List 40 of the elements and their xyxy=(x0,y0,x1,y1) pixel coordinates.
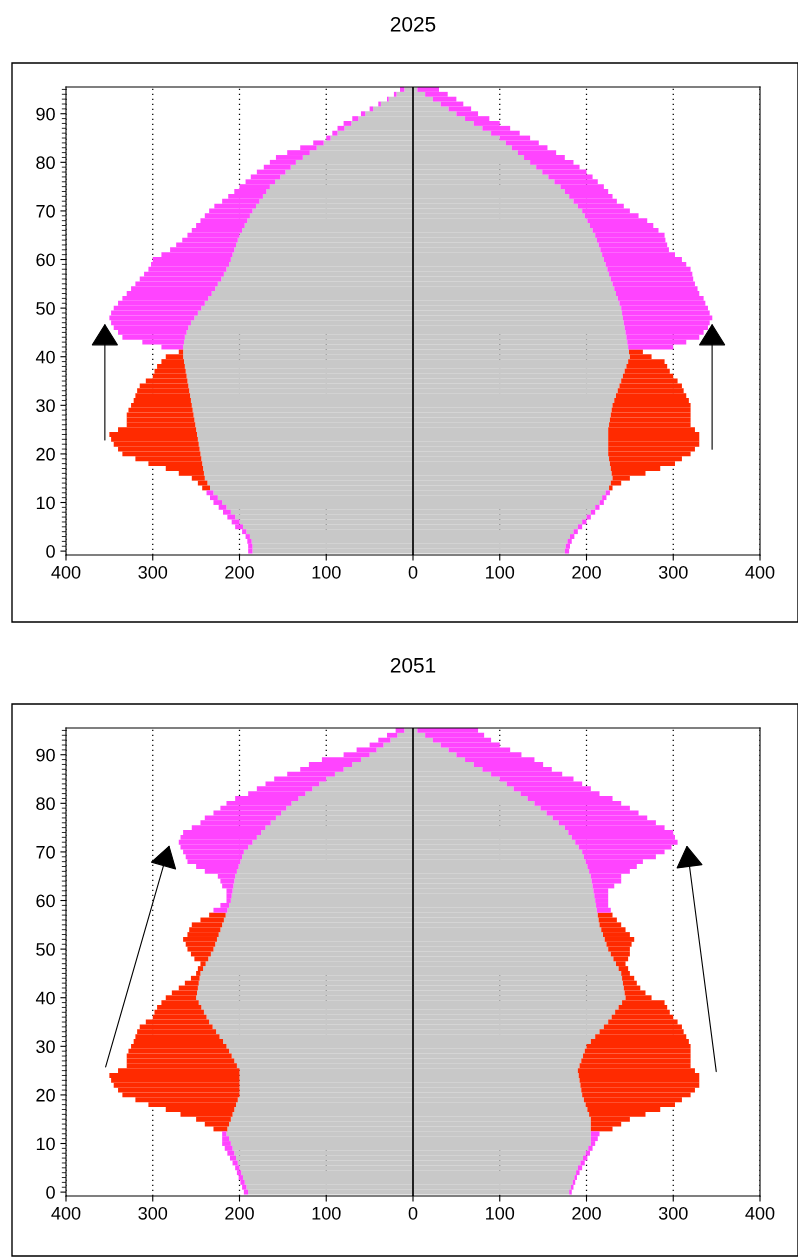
x-tick-label: 300 xyxy=(658,565,688,579)
y-tick-label: 40 xyxy=(35,350,55,364)
x-tick-label: 200 xyxy=(225,565,254,579)
x-tick-label: 400 xyxy=(51,1206,81,1220)
y-tick-label: 90 xyxy=(36,107,55,121)
x-tick-label: 200 xyxy=(572,1206,601,1220)
y-tick-label: 50 xyxy=(36,943,55,956)
x-tick-label: 100 xyxy=(486,565,515,579)
y-tick-label: 40 xyxy=(35,991,55,1005)
x-tick-label: 300 xyxy=(138,1206,168,1220)
y-tick-label: 80 xyxy=(36,156,55,170)
chart-title: 2051 xyxy=(390,657,436,673)
y-tick-label: 0 xyxy=(46,1186,55,1199)
y-tick-label: 90 xyxy=(36,748,55,762)
x-tick-label: 100 xyxy=(312,565,341,579)
x-tick-label: 100 xyxy=(312,1206,341,1220)
y-tick-label: 0 xyxy=(46,545,55,558)
x-tick-label: 0 xyxy=(408,1206,418,1220)
x-tick-label: 200 xyxy=(572,565,601,579)
y-tick-label: 10 xyxy=(36,496,55,510)
x-tick-label: 0 xyxy=(408,565,418,579)
x-tick-label: 300 xyxy=(658,1206,688,1220)
y-tick-label: 30 xyxy=(36,399,55,413)
y-tick-label: 20 xyxy=(36,1088,55,1102)
x-tick-label: 400 xyxy=(51,565,81,579)
x-tick-label: 200 xyxy=(225,1206,254,1220)
y-tick-label: 60 xyxy=(36,253,55,267)
y-tick-label: 60 xyxy=(36,894,55,908)
x-tick-label: 100 xyxy=(486,1206,515,1220)
y-tick-label: 20 xyxy=(36,447,55,461)
y-tick-label: 30 xyxy=(36,1040,55,1054)
x-tick-label: 400 xyxy=(745,1206,775,1220)
chart-title: 2025 xyxy=(390,16,436,32)
y-tick-label: 70 xyxy=(36,845,55,859)
y-tick-label: 10 xyxy=(36,1137,55,1151)
x-tick-label: 300 xyxy=(138,565,168,579)
y-tick-label: 50 xyxy=(36,302,55,315)
x-tick-label: 400 xyxy=(745,565,775,579)
y-tick-label: 80 xyxy=(36,797,55,811)
y-tick-label: 70 xyxy=(36,204,55,218)
